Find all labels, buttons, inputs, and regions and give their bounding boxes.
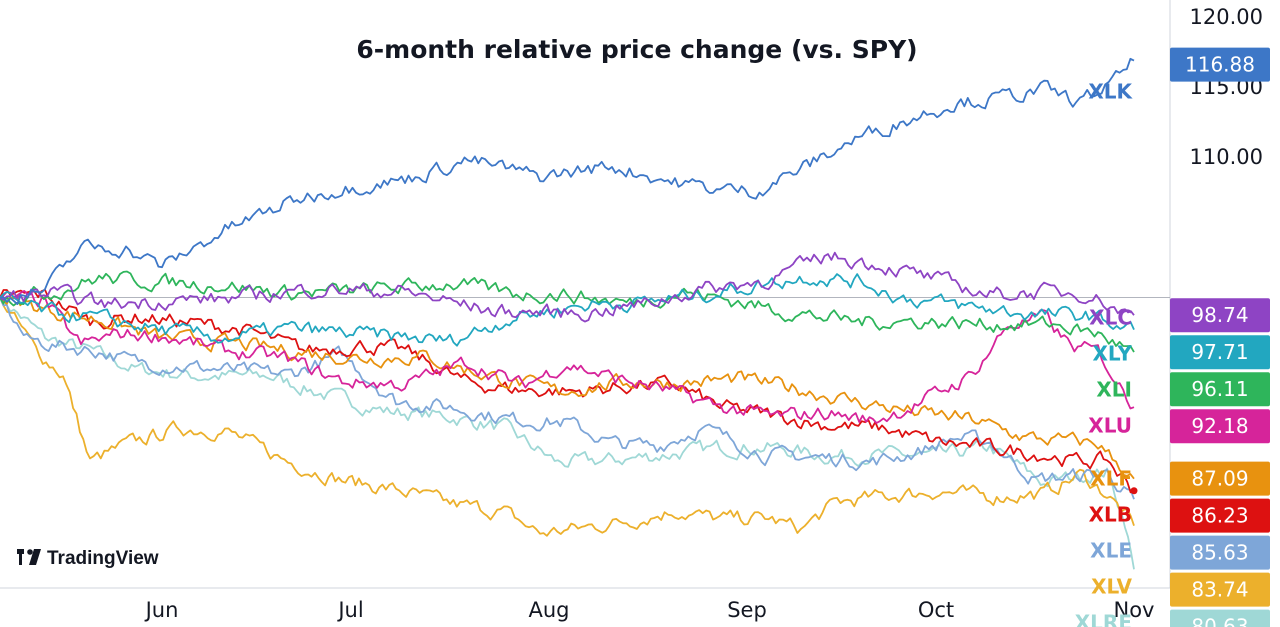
price-tag-xle: 85.63 (1170, 535, 1270, 570)
price-tag-bg (1170, 372, 1270, 407)
price-tag-xlf: 87.09 (1170, 461, 1270, 496)
y-tick-label: 110.00 (1190, 145, 1263, 169)
price-tag-xlk: 116.88 (1170, 47, 1270, 82)
series-label-xlu: XLU (1088, 413, 1132, 437)
series-label-xle: XLE (1090, 539, 1132, 563)
series-label-xlk: XLK (1088, 79, 1133, 103)
price-tag-bg (1170, 335, 1270, 370)
price-tag-xly: 97.71 (1170, 335, 1270, 370)
x-tick-label: Oct (918, 598, 954, 622)
series-line-xlre (0, 296, 1135, 570)
price-tag-value: 87.09 (1191, 467, 1248, 491)
series-label-xlb: XLB (1089, 503, 1132, 527)
series-label-xli: XLI (1096, 377, 1132, 401)
price-tag-value: 85.63 (1191, 541, 1248, 565)
tradingview-wordmark: TradingView (47, 548, 159, 569)
series-label-xlv: XLV (1091, 575, 1132, 599)
price-tag-xlc: 98.74 (1170, 298, 1270, 333)
series-line-xly (0, 273, 1135, 347)
price-tag-value: 98.74 (1191, 303, 1248, 327)
series-label-xlf: XLF (1090, 467, 1132, 491)
series-line-xlb (0, 288, 1135, 494)
price-tag-xlv: 83.74 (1170, 572, 1270, 607)
price-tag-xlu: 92.18 (1170, 409, 1270, 444)
price-tag-bg (1170, 572, 1270, 607)
y-tick-label: 120.00 (1190, 5, 1263, 29)
series-line-xlv (0, 297, 1135, 537)
price-tag-xlre: 80.63 (1170, 609, 1270, 627)
series-label-xlre: XLRE (1075, 611, 1132, 627)
x-tick-label: Nov (1114, 598, 1155, 622)
price-tag-value: 92.18 (1191, 414, 1248, 438)
price-tag-value: 86.23 (1191, 504, 1248, 528)
series-line-xlf (0, 294, 1135, 480)
price-tag-bg (1170, 298, 1270, 333)
price-tag-xlb: 86.23 (1170, 498, 1270, 533)
price-tag-bg (1170, 461, 1270, 496)
x-tick-label: Aug (528, 598, 569, 622)
series-endpoint-xlb (1130, 487, 1138, 495)
price-tag-bg (1170, 535, 1270, 570)
series-label-xly: XLY (1092, 341, 1132, 365)
series-line-xle (0, 297, 1135, 500)
series-line-xli (0, 270, 1135, 353)
price-tag-value: 97.71 (1191, 340, 1248, 364)
price-tag-value: 80.63 (1191, 615, 1248, 627)
price-tag-value: 116.88 (1185, 53, 1255, 77)
price-tag-bg (1170, 409, 1270, 444)
price-tag-value: 83.74 (1191, 578, 1248, 602)
price-tag-bg (1170, 47, 1270, 82)
tradingview-watermark: TradingView (17, 548, 159, 569)
x-tick-label: Sep (727, 598, 767, 622)
price-tag-xli: 96.11 (1170, 372, 1270, 407)
series-line-xlc (0, 251, 1135, 323)
x-tick-label: Jul (336, 598, 363, 622)
price-tag-bg (1170, 498, 1270, 533)
price-tag-value: 96.11 (1191, 377, 1248, 401)
series-label-xlc: XLC (1089, 305, 1132, 329)
tradingview-logo-icon (17, 549, 41, 565)
series-line-xlk (0, 57, 1135, 305)
x-tick-label: Jun (144, 598, 179, 622)
series-line-xlu (0, 290, 1135, 424)
price-tag-bg (1170, 609, 1270, 627)
chart-title: 6-month relative price change (vs. SPY) (356, 35, 917, 64)
